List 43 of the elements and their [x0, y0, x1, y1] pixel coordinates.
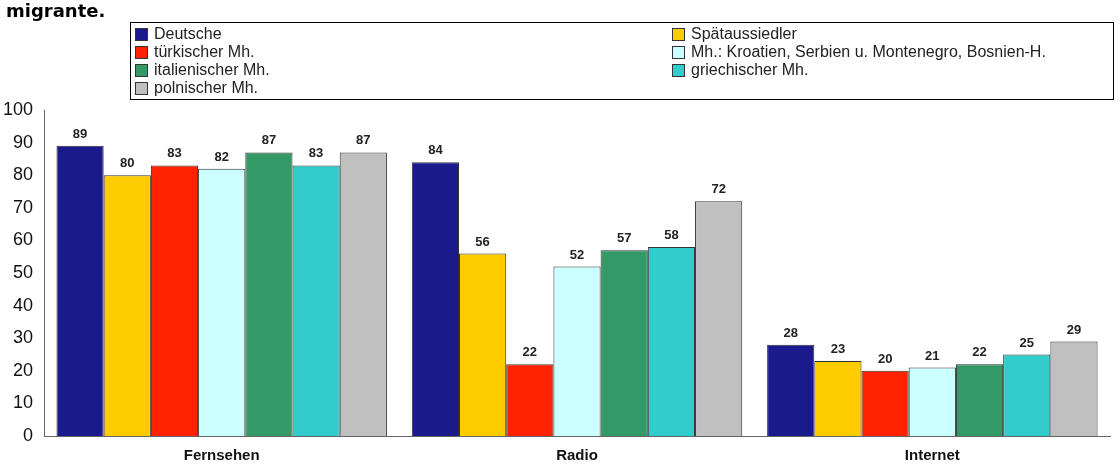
data-label: 83 — [167, 145, 182, 161]
legend-label: griechischer Mh. — [690, 61, 810, 79]
y-tick-label: 40 — [13, 294, 34, 315]
legend-label: Mh.: Kroatien, Serbien u. Montenegro, Bosnien-H. — [690, 43, 1047, 61]
x-tick-label: Fernsehen — [183, 446, 260, 464]
data-label: 56 — [475, 233, 490, 249]
y-tick-label: 20 — [13, 359, 34, 380]
data-label: 20 — [877, 350, 893, 366]
y-tick-label: 90 — [13, 131, 34, 152]
legend-label: polnischer Mh. — [153, 79, 260, 97]
data-label: 84 — [428, 142, 444, 158]
legend-label: Deutsche — [153, 25, 223, 43]
chart-title: migrante. — [6, 0, 106, 21]
data-label: 57 — [616, 230, 632, 246]
data-label: 87 — [261, 132, 277, 148]
data-label: 58 — [664, 227, 679, 242]
data-label: 72 — [711, 181, 726, 197]
y-tick-label: 10 — [13, 392, 34, 413]
data-label: 52 — [569, 246, 585, 262]
legend-label: Spätaussiedler — [690, 25, 798, 43]
y-tick-label: 30 — [13, 327, 34, 348]
data-label: 22 — [522, 344, 538, 360]
y-tick-label: 0 — [23, 424, 34, 445]
y-tick-label: 100 — [2, 98, 34, 119]
data-label: 22 — [972, 344, 987, 360]
data-label: 23 — [830, 341, 846, 357]
data-label: 25 — [1019, 334, 1034, 350]
y-tick-label: 60 — [13, 229, 34, 250]
data-label: 89 — [72, 125, 88, 141]
x-tick-label: Internet — [904, 446, 960, 464]
data-label: 87 — [356, 132, 371, 148]
y-tick-label: 80 — [13, 164, 34, 185]
data-label: 80 — [120, 155, 135, 171]
y-tick-label: 50 — [13, 261, 34, 282]
y-tick-label: 70 — [13, 196, 34, 217]
legend-label: türkischer Mh. — [153, 43, 256, 61]
x-tick-label: Radio — [556, 446, 598, 464]
data-label: 28 — [783, 324, 798, 340]
data-label: 83 — [308, 145, 324, 161]
legend-label: italienischer Mh. — [153, 61, 271, 79]
data-label: 82 — [214, 148, 229, 164]
data-label: 21 — [925, 347, 940, 363]
data-label: 29 — [1066, 321, 1082, 337]
